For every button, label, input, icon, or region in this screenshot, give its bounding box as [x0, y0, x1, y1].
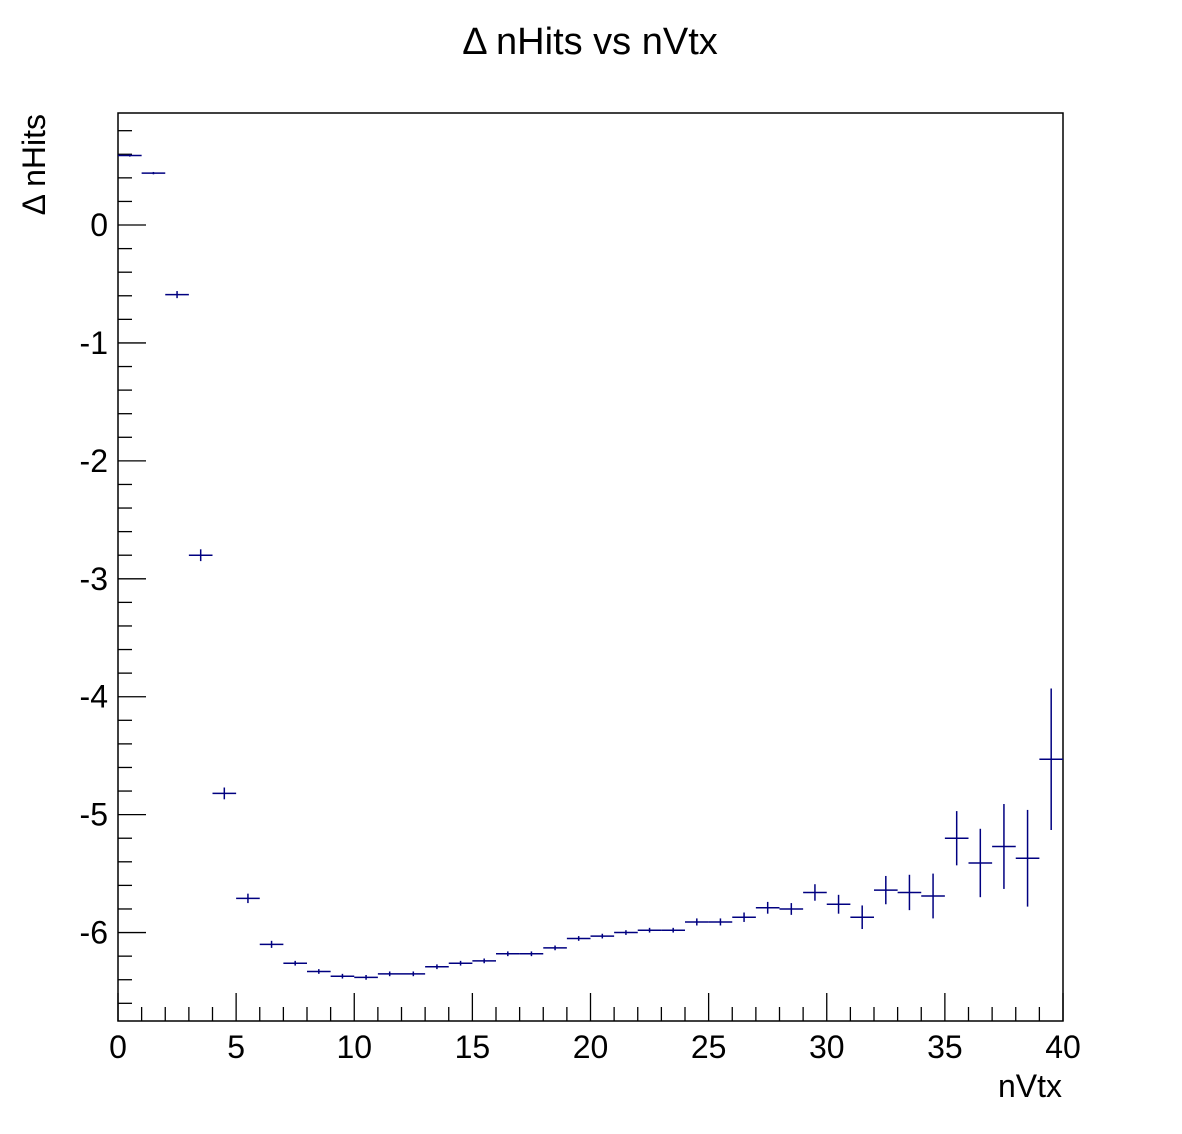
data-point — [401, 971, 426, 977]
y-tick-label: -1 — [80, 325, 108, 361]
data-point — [354, 975, 378, 980]
data-point — [307, 969, 331, 974]
data-point — [590, 933, 615, 939]
data-point — [992, 804, 1016, 889]
data-point — [921, 873, 945, 919]
x-tick-label: 5 — [227, 1029, 245, 1065]
data-point — [543, 945, 567, 951]
data-point — [472, 958, 496, 964]
data-point — [1015, 809, 1040, 907]
y-tick-label: -3 — [80, 561, 108, 597]
data-point — [496, 951, 520, 957]
data-point — [826, 894, 851, 914]
x-tick-labels: 0 5 10 15 20 25 30 35 40 — [109, 1029, 1081, 1065]
data-point — [708, 918, 733, 926]
x-tick-label: 20 — [573, 1029, 609, 1065]
x-tick-label: 35 — [927, 1029, 963, 1065]
data-point — [566, 936, 591, 941]
data-point — [614, 930, 638, 935]
data-point — [637, 927, 662, 933]
data-point — [448, 960, 473, 966]
y-tick-label: -2 — [80, 443, 108, 479]
data-point — [188, 549, 213, 562]
data-point — [212, 787, 237, 800]
y-tick-label: -6 — [80, 915, 108, 951]
x-tick-label: 0 — [109, 1029, 127, 1065]
data-point — [874, 875, 898, 905]
data-point — [850, 905, 874, 930]
data-point — [685, 918, 709, 926]
data-point — [732, 912, 756, 922]
data-point — [1039, 688, 1063, 830]
chart-title: Δ nHits vs nVtx — [462, 21, 718, 63]
plot-frame — [117, 112, 1064, 1022]
data-points — [118, 154, 1063, 980]
data-point — [519, 951, 544, 957]
x-axis — [117, 993, 1064, 1021]
x-tick-label: 40 — [1045, 1029, 1081, 1065]
data-point — [897, 874, 922, 911]
data-point — [803, 884, 827, 901]
data-point — [165, 291, 189, 299]
data-point — [259, 940, 284, 948]
data-point — [425, 964, 449, 970]
data-point — [118, 154, 142, 157]
data-point — [944, 811, 969, 866]
x-axis-label: nVtx — [998, 1068, 1062, 1104]
data-point — [330, 973, 355, 979]
data-point — [779, 903, 804, 915]
y-tick-label: -5 — [80, 797, 108, 833]
y-axis-label: Δ nHits — [16, 114, 52, 215]
x-tick-label: 10 — [336, 1029, 372, 1065]
y-axis — [118, 130, 146, 1004]
x-tick-label: 25 — [691, 1029, 727, 1065]
data-point — [755, 901, 780, 914]
y-tick-label: -4 — [80, 679, 108, 715]
x-tick-label: 15 — [455, 1029, 491, 1065]
data-point — [283, 960, 307, 966]
y-tick-labels: 0 -1 -2 -3 -4 -5 -6 — [80, 207, 108, 951]
data-point — [661, 927, 685, 933]
data-point — [968, 828, 993, 898]
data-point — [377, 971, 402, 977]
data-point — [141, 171, 166, 175]
data-point — [236, 893, 260, 904]
y-tick-label: 0 — [90, 207, 108, 243]
x-tick-label: 30 — [809, 1029, 845, 1065]
